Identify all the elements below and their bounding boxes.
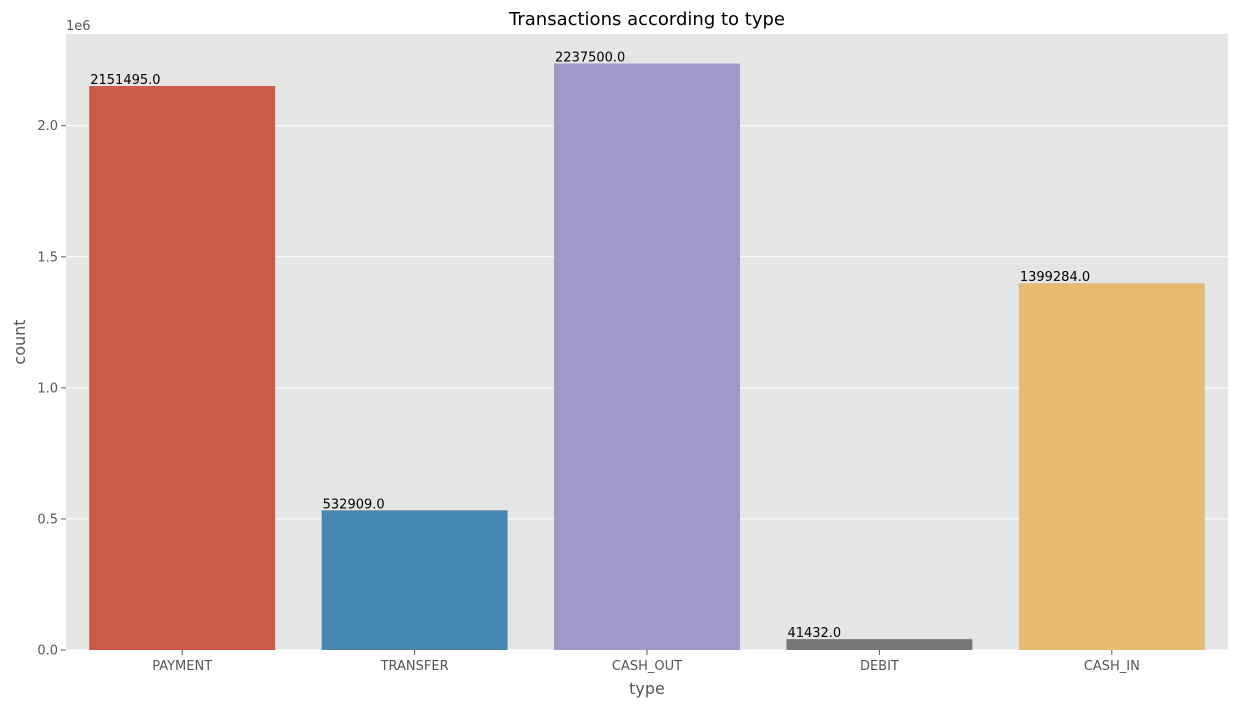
bar-transfer bbox=[321, 510, 508, 650]
data-labels: 2151495.0 532909.0 2237500.0 41432.0 1399284… bbox=[90, 50, 1090, 641]
x-tick-label: PAYMENT bbox=[152, 659, 212, 674]
x-tick-label: CASH_IN bbox=[1084, 659, 1140, 674]
y-axis-offset-text: 1e6 bbox=[66, 19, 91, 34]
x-tick-labels: PAYMENT TRANSFER CASH_OUT DEBIT CASH_IN bbox=[152, 650, 1140, 674]
x-axis-label: type bbox=[629, 679, 665, 698]
y-tick-label: 0.0 bbox=[37, 644, 58, 659]
x-tick-label: TRANSFER bbox=[380, 659, 449, 674]
bar-debit bbox=[786, 639, 973, 650]
x-tick-label: CASH_OUT bbox=[612, 659, 682, 674]
data-label: 532909.0 bbox=[323, 497, 385, 512]
data-label: 2237500.0 bbox=[555, 50, 625, 65]
chart-title: Transactions according to type bbox=[508, 9, 785, 30]
y-tick-label: 1.0 bbox=[37, 381, 58, 396]
x-tick-label: DEBIT bbox=[860, 659, 899, 674]
data-label: 41432.0 bbox=[787, 626, 841, 641]
bars bbox=[89, 63, 1205, 651]
bar-cash-out bbox=[554, 63, 740, 650]
y-axis-label: count bbox=[10, 319, 29, 364]
bar-cash-in bbox=[1018, 283, 1205, 650]
y-tick-label: 1.5 bbox=[37, 250, 58, 265]
data-label: 2151495.0 bbox=[90, 73, 160, 88]
y-tick-labels: 0.0 0.5 1.0 1.5 2.0 bbox=[37, 119, 66, 659]
y-tick-label: 0.5 bbox=[37, 512, 58, 527]
y-tick-label: 2.0 bbox=[37, 119, 58, 134]
data-label: 1399284.0 bbox=[1020, 270, 1090, 285]
bar-payment bbox=[89, 86, 276, 651]
